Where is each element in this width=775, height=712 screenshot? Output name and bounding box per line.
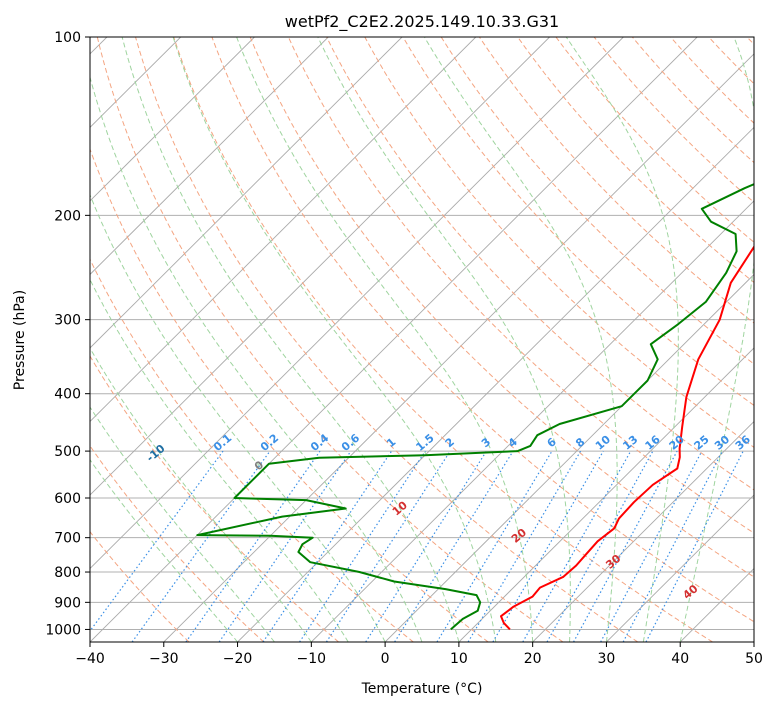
x-tick-label: −20 — [223, 651, 253, 667]
y-tick-label: 200 — [54, 208, 81, 224]
y-tick-label: 800 — [54, 565, 81, 581]
x-tick-label: 10 — [450, 651, 468, 667]
y-tick-label: 500 — [54, 444, 81, 460]
x-tick-label: −40 — [75, 651, 105, 667]
x-tick-label: −10 — [297, 651, 327, 667]
y-tick-label: 100 — [54, 30, 81, 46]
x-tick-label: 40 — [671, 651, 689, 667]
y-tick-label: 900 — [54, 595, 81, 611]
y-tick-label: 600 — [54, 491, 81, 507]
x-tick-label: 20 — [524, 651, 542, 667]
x-tick-label: −30 — [149, 651, 179, 667]
x-tick-label: 0 — [381, 651, 390, 667]
plot-area — [90, 37, 754, 642]
y-tick-label: 300 — [54, 313, 81, 329]
x-tick-label: 30 — [598, 651, 616, 667]
y-tick-label: 700 — [54, 531, 81, 547]
y-tick-label: 400 — [54, 387, 81, 403]
y-axis-label: Pressure (hPa) — [12, 290, 28, 390]
x-axis-label: Temperature (°C) — [361, 681, 483, 697]
y-tick-label: 1000 — [45, 622, 81, 638]
chart-title: wetPf2_C2E2.2025.149.10.33.G31 — [285, 12, 559, 32]
x-tick-label: 50 — [745, 651, 763, 667]
